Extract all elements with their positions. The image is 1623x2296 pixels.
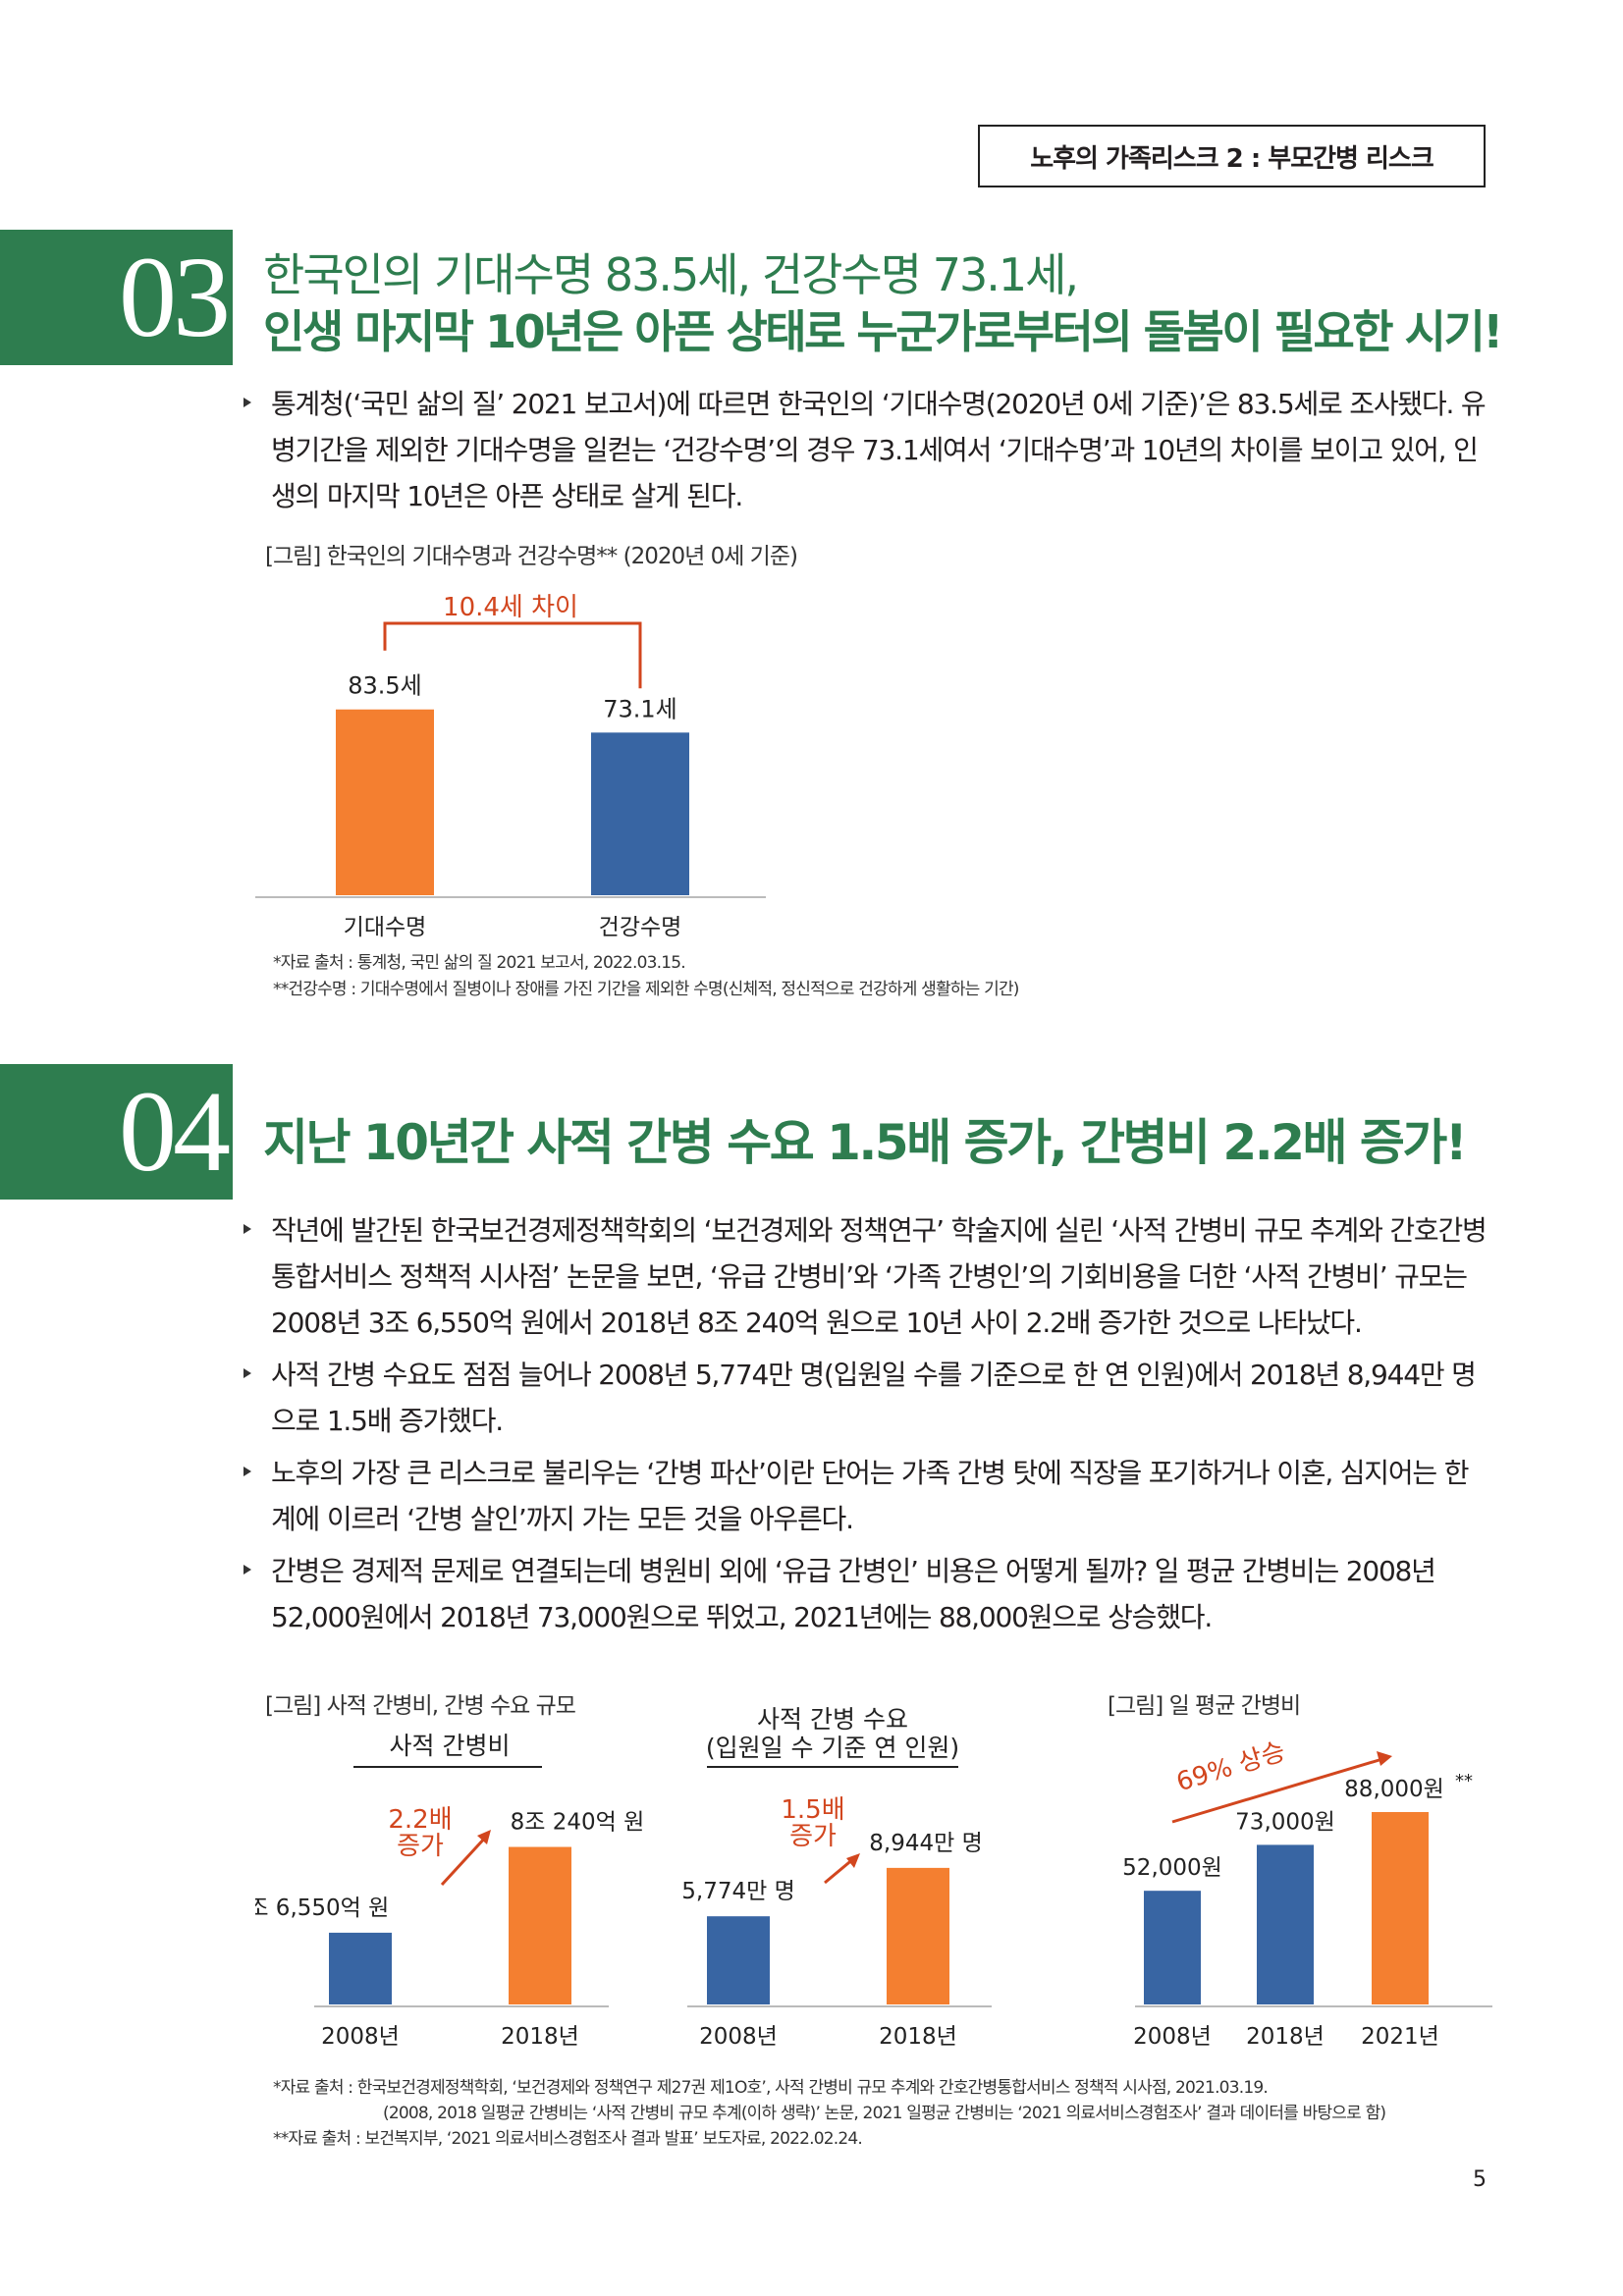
category-label: 2018년 bbox=[879, 2024, 957, 2050]
bullet-item: 간병은 경제적 문제로 연결되는데 병원비 외에 ‘유급 간병인’ 비용은 어떻… bbox=[242, 1548, 1488, 1640]
bar-건강수명 bbox=[591, 732, 689, 895]
value-label: 3조 6,550억 원 bbox=[255, 1896, 389, 1921]
chart-title: 사적 간병비 bbox=[390, 1732, 511, 1760]
value-label: 73,000원 bbox=[1235, 1809, 1335, 1835]
arrow-head-icon bbox=[1377, 1751, 1392, 1766]
bullet-item: 작년에 발간된 한국보건경제정책학회의 ‘보건경제와 정책연구’ 학술지에 실린… bbox=[242, 1207, 1488, 1346]
figure-caption-daily-cost: [그림] 일 평균 간병비 bbox=[1108, 1693, 1301, 1719]
arrow-head-icon bbox=[846, 1853, 860, 1868]
section-03-note-1: *자료 출처 : 통계청, 국민 삶의 질 2021 보고서, 2022.03.… bbox=[273, 953, 686, 973]
section-04-title: 지난 10년간 사적 간병 수요 1.5배 증가, 간병비 2.2배 증가! bbox=[263, 1114, 1468, 1171]
section-04-number: 04 bbox=[0, 1064, 233, 1200]
section-03-title-line2: 인생 마지막 10년은 아픈 상태로 누군가로부터의 돌봄이 필요한 시기! bbox=[263, 305, 1503, 358]
bar-2008년 bbox=[707, 1916, 770, 2004]
page-number: 5 bbox=[1473, 2167, 1487, 2192]
chart-subtitle: (입원일 수 기준 연 인원) bbox=[706, 1734, 959, 1762]
bar-2008년 bbox=[329, 1932, 392, 2004]
section-03-bullets: 통계청(‘국민 삶의 질’ 2021 보고서)에 따르면 한국인의 ‘기대수명(… bbox=[242, 381, 1488, 525]
difference-label: 10.4세 차이 bbox=[443, 593, 578, 622]
growth-arrow bbox=[1171, 1757, 1383, 1824]
growth-label: 2.2배 bbox=[388, 1805, 452, 1835]
difference-bracket bbox=[383, 621, 642, 689]
section-04-note-3: **자료 출처 : 보건복지부, ‘2021 의료서비스경험조사 결과 발표’ … bbox=[273, 2129, 863, 2149]
value-label: 73.1세 bbox=[603, 695, 677, 722]
bar-2021년 bbox=[1372, 1812, 1429, 2004]
footnote-marker: ** bbox=[1455, 1771, 1473, 1791]
value-label: 8조 240억 원 bbox=[511, 1810, 645, 1836]
chart-title: 사적 간병 수요 bbox=[757, 1705, 908, 1734]
category-label: 건강수명 bbox=[599, 915, 682, 940]
section-04-note-1: *자료 출처 : 한국보건경제정책학회, ‘보건경제와 정책연구 제27권 제1… bbox=[273, 2078, 1269, 2098]
document-header-label: 노후의 가족리스크 2 : 부모간병 리스크 bbox=[978, 125, 1486, 187]
category-label: 기대수명 bbox=[344, 915, 427, 940]
value-label: 8,944만 명 bbox=[869, 1831, 982, 1856]
growth-arrow bbox=[440, 1834, 489, 1887]
value-label: 5,774만 명 bbox=[681, 1879, 794, 1904]
value-label: 52,000원 bbox=[1122, 1855, 1222, 1881]
section-03-title-line1: 한국인의 기대수명 83.5세, 건강수명 73.1세, bbox=[263, 248, 1079, 301]
arrow-head-icon bbox=[477, 1830, 491, 1844]
growth-label: 1.5배 bbox=[781, 1795, 844, 1825]
category-label: 2018년 bbox=[501, 2024, 579, 2050]
bar-2018년 bbox=[887, 1867, 949, 2004]
private-care-cost-chart: 사적 간병비 2.2배 증가 3조 6,550억 원 2008년 8조 240억 원… bbox=[255, 1732, 645, 2050]
category-label: 2018년 bbox=[1246, 2024, 1325, 2050]
bar-2018년 bbox=[509, 1846, 571, 2004]
bar-2018년 bbox=[1257, 1844, 1314, 2004]
section-04-note-2: (2008, 2018 일평균 간병비는 ‘사적 간병비 규모 추계(이하 생략… bbox=[383, 2104, 1386, 2123]
figure-caption-care-cost: [그림] 사적 간병비, 간병 수요 규모 bbox=[265, 1693, 576, 1719]
bar-2008년 bbox=[1144, 1891, 1201, 2004]
category-label: 2008년 bbox=[1133, 2024, 1212, 2050]
category-label: 2008년 bbox=[699, 2024, 778, 2050]
section-03-note-2: **건강수명 : 기대수명에서 질병이나 장애를 가진 기간을 제외한 수명(신… bbox=[273, 980, 1019, 999]
bullet-item: 통계청(‘국민 삶의 질’ 2021 보고서)에 따르면 한국인의 ‘기대수명(… bbox=[242, 381, 1488, 519]
private-care-demand-chart: 사적 간병 수요 (입원일 수 기준 연 인원) 1.5배 증가 5,774만 … bbox=[681, 1705, 992, 2050]
value-label: 83.5세 bbox=[348, 672, 422, 700]
value-label: 88,000원 bbox=[1344, 1777, 1444, 1802]
daily-care-cost-chart: 69% 상승 52,000원 2008년 73,000원 2018년 88,000원 20… bbox=[1122, 1736, 1492, 2050]
section-03-number: 03 bbox=[0, 230, 233, 365]
figure-caption-life-expectancy: [그림] 한국인의 기대수명과 건강수명** (2020년 0세 기준) bbox=[265, 544, 798, 569]
bullet-item: 노후의 가장 큰 리스크로 불리우는 ‘간병 파산’이란 단어는 가족 간병 탓… bbox=[242, 1450, 1488, 1542]
bar-기대수명 bbox=[336, 709, 434, 895]
category-label: 2021년 bbox=[1361, 2024, 1439, 2050]
growth-label: 69% 상승 bbox=[1173, 1736, 1289, 1797]
bullet-item: 사적 간병 수요도 점점 늘어나 2008년 5,774만 명(입원일 수를 기… bbox=[242, 1352, 1488, 1444]
growth-label: 증가 bbox=[397, 1832, 444, 1861]
growth-arrow bbox=[824, 1856, 855, 1885]
category-label: 2008년 bbox=[321, 2024, 400, 2050]
growth-label: 증가 bbox=[789, 1822, 837, 1851]
section-04-bullets: 작년에 발간된 한국보건경제정책학회의 ‘보건경제와 정책연구’ 학술지에 실린… bbox=[242, 1207, 1488, 1646]
